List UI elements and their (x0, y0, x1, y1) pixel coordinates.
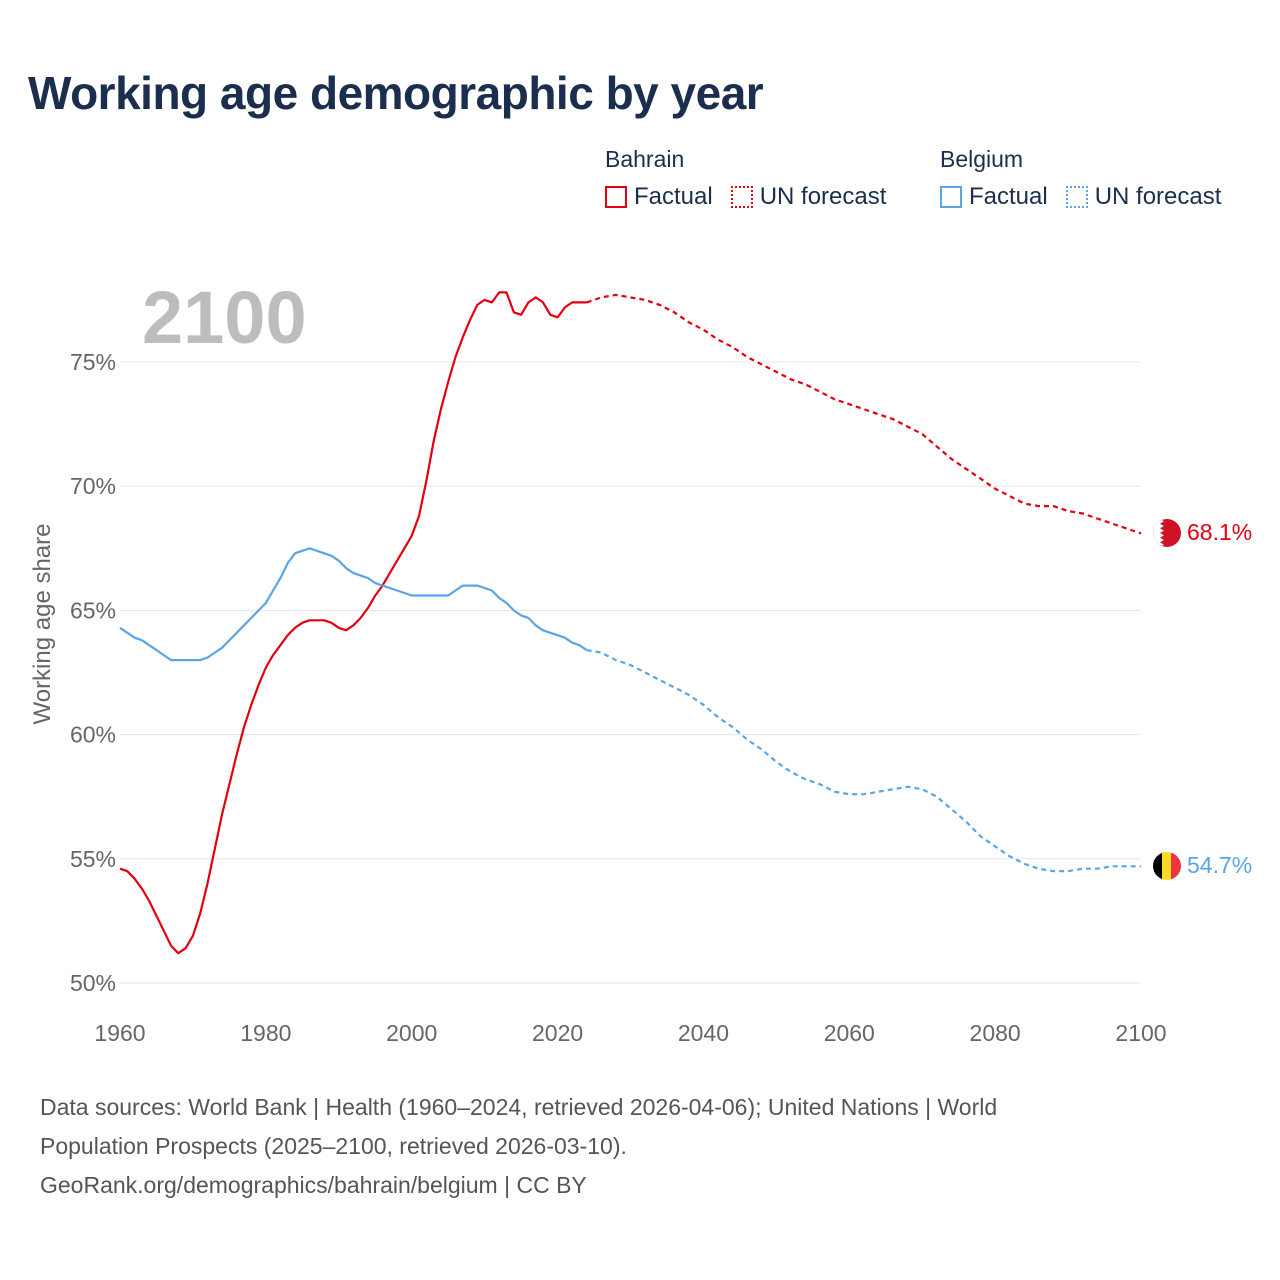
x-tick-label: 2020 (532, 1020, 583, 1046)
legend-label-forecast: UN forecast (1094, 183, 1222, 210)
x-tick-label: 2080 (970, 1020, 1021, 1046)
y-tick-label: 55% (70, 846, 116, 872)
bahrain-end-label: 68.1% (1187, 519, 1252, 545)
year-watermark: 2100 (142, 276, 307, 359)
chart-title: Working age demographic by year (28, 67, 764, 119)
x-tick-label: 2100 (1115, 1020, 1166, 1046)
bahrain-factual-line[interactable] (119, 291, 587, 955)
source-line-2: Population Prospects (2025–2100, retriev… (40, 1133, 627, 1159)
factual-swatch-icon (605, 186, 627, 208)
axes: Working age share 50% 55% 60% 65% 70% 75% 1960… (29, 349, 1167, 1046)
series-lines (119, 291, 1142, 955)
grid (120, 361, 1141, 984)
end-markers: 68.1% 54.7% (1153, 519, 1252, 880)
legend-belgium: Belgium Factual UN forecast (940, 146, 1239, 211)
legend-bahrain: Bahrain Factual UN forecast (605, 146, 904, 211)
forecast-swatch-icon (730, 186, 753, 208)
belgium-flag-icon (1153, 852, 1181, 880)
legend-label-factual: Factual (634, 183, 713, 210)
source-line-1: Data sources: World Bank | Health (1960–… (40, 1094, 998, 1120)
legend-item-bahrain-forecast[interactable]: UN forecast (730, 183, 887, 211)
y-tick-label: 70% (70, 473, 116, 499)
legend-item-belgium-factual[interactable]: Factual (940, 183, 1048, 211)
y-tick-label: 60% (70, 722, 116, 748)
y-tick-label: 65% (70, 597, 116, 623)
x-tick-label: 1980 (240, 1020, 291, 1046)
belgium-factual-line[interactable] (119, 547, 588, 662)
forecast-swatch-icon (1065, 186, 1088, 208)
legend-item-belgium-forecast[interactable]: UN forecast (1065, 183, 1222, 211)
y-axis-label: Working age share (29, 524, 56, 725)
legend-label-factual: Factual (969, 183, 1048, 210)
belgium-end-label: 54.7% (1187, 852, 1252, 878)
legend-label-forecast: UN forecast (759, 183, 887, 210)
legend-country-belgium: Belgium (940, 146, 1024, 172)
y-tick-label: 75% (70, 349, 116, 375)
x-tick-label: 2040 (678, 1020, 729, 1046)
x-tick-label: 2060 (824, 1020, 875, 1046)
legend-item-bahrain-factual[interactable]: Factual (605, 183, 713, 211)
x-tick-label: 2000 (386, 1020, 437, 1046)
x-tick-label: 1960 (94, 1020, 145, 1046)
legend-country-bahrain: Bahrain (605, 146, 685, 172)
y-tick-label: 50% (70, 970, 116, 996)
source-line-3[interactable]: GeoRank.org/demographics/bahrain/belgium… (40, 1172, 587, 1198)
bahrain-forecast-line[interactable] (586, 293, 1142, 535)
belgium-forecast-line[interactable] (586, 649, 1141, 873)
factual-swatch-icon (940, 186, 962, 208)
source-note: Data sources: World Bank | Health (1960–… (40, 1088, 1200, 1205)
bahrain-flag-icon (1153, 519, 1181, 547)
